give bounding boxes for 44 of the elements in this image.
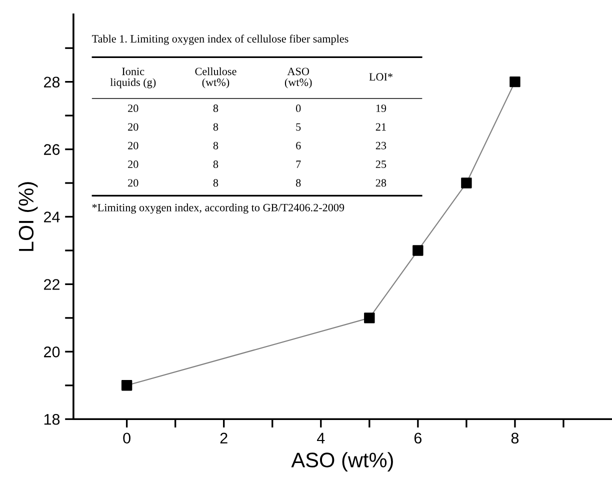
x-tick-label: 4 <box>316 432 325 444</box>
point <box>412 245 424 256</box>
annotation: 20 <box>128 104 138 112</box>
x-tick-label: 2 <box>220 432 228 444</box>
annotation: 0 <box>296 104 301 112</box>
point <box>364 312 375 324</box>
point <box>510 76 520 88</box>
annotation: 19 <box>376 104 386 112</box>
y-tick-label: 28 <box>44 76 60 88</box>
annotation: 20 <box>128 179 138 187</box>
annotation: 5 <box>296 123 301 131</box>
annotation: 8 <box>213 104 218 112</box>
x-tick-label: 0 <box>123 432 130 444</box>
y-tick-label: 18 <box>44 414 60 425</box>
y-tick-label: 20 <box>44 346 60 358</box>
annotation: 20 <box>128 123 138 131</box>
annotation: 20 <box>128 160 138 168</box>
x-axis-title: ASO (wt%) <box>291 452 393 472</box>
annotation: 28 <box>376 179 386 187</box>
annotation: 8 <box>213 160 218 168</box>
annotation: 20 <box>128 142 138 150</box>
y-axis-title: LOI (%) <box>18 182 38 251</box>
annotation: 8 <box>296 179 301 187</box>
annotation: 6 <box>296 142 301 150</box>
text: Table 1. Limiting oxygen index of cellulose fiber samples <box>92 34 348 45</box>
x-tick-label: 6 <box>414 432 422 444</box>
category-label: Ionic liquids (g) <box>110 68 156 88</box>
annotation: *Limiting oxygen index, according to GB/T2406.2-2009 <box>92 204 344 214</box>
point <box>121 380 132 391</box>
annotation: 25 <box>376 160 386 168</box>
category-label: Cellulose (wt%) <box>195 67 236 88</box>
category-label: LOI* <box>369 73 392 81</box>
point <box>461 178 472 188</box>
annotation: 8 <box>213 142 218 150</box>
annotation: 7 <box>296 160 301 168</box>
annotation: 21 <box>376 123 386 131</box>
y-tick-label: 22 <box>44 279 60 290</box>
annotation: 23 <box>376 142 386 150</box>
annotation: 8 <box>213 179 218 187</box>
y-tick-label: 26 <box>44 144 60 155</box>
annotation: 8 <box>213 123 218 131</box>
category-label: ASO (wt%) <box>284 68 312 88</box>
y-tick-label: 24 <box>44 212 60 222</box>
x-tick-label: 8 <box>511 432 519 444</box>
